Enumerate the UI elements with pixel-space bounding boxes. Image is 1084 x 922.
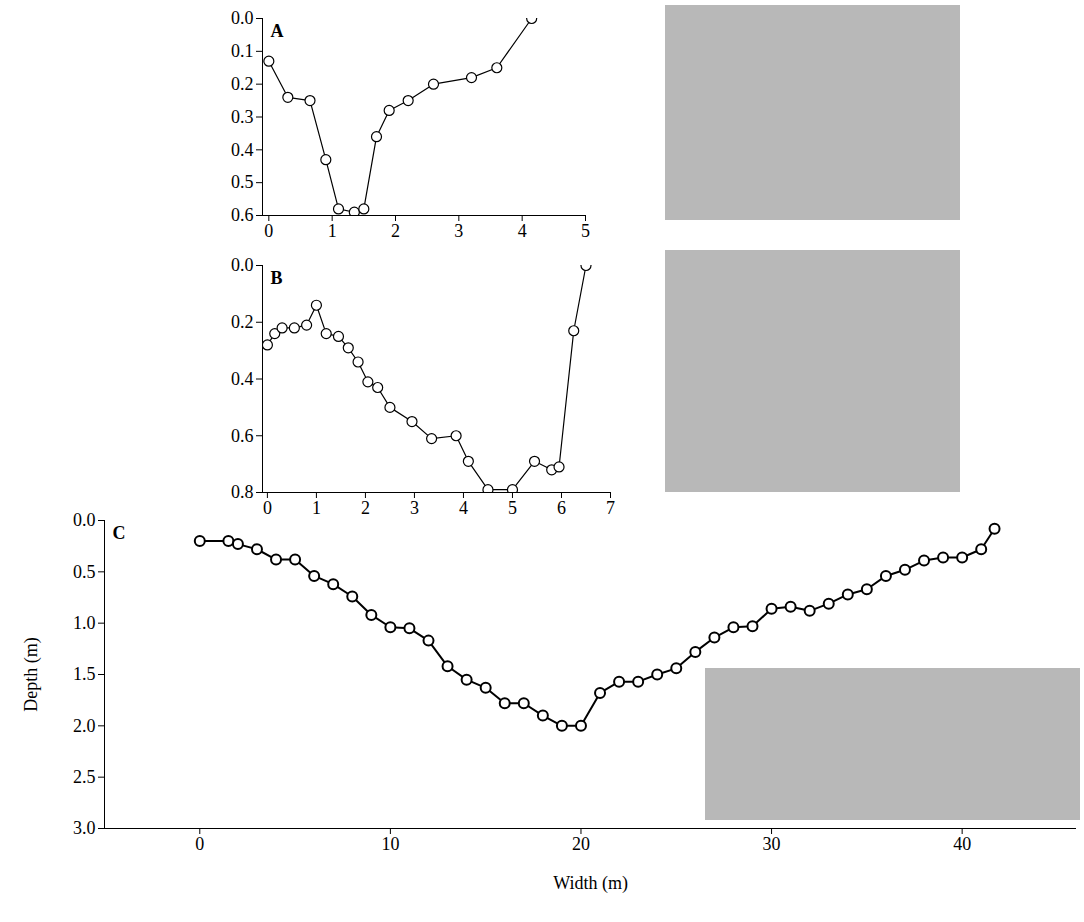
svg-text:0.5: 0.5	[231, 172, 254, 192]
svg-text:2: 2	[391, 221, 400, 241]
svg-text:A: A	[271, 21, 284, 41]
svg-text:2: 2	[361, 498, 370, 517]
svg-text:0.0: 0.0	[231, 8, 254, 28]
svg-text:0.0: 0.0	[231, 255, 254, 275]
svg-text:0.3: 0.3	[231, 107, 254, 127]
svg-text:3: 3	[410, 498, 419, 517]
svg-text:1: 1	[328, 221, 337, 241]
svg-text:0.5: 0.5	[73, 562, 96, 582]
svg-text:0.1: 0.1	[231, 41, 254, 61]
svg-text:Depth (m): Depth (m)	[21, 637, 42, 711]
svg-text:0.6: 0.6	[231, 426, 254, 446]
svg-text:0: 0	[263, 498, 272, 517]
svg-text:3.0: 3.0	[73, 818, 96, 838]
svg-text:7: 7	[606, 498, 615, 517]
svg-text:40: 40	[953, 834, 971, 854]
svg-text:0.2: 0.2	[231, 312, 254, 332]
svg-text:0.0: 0.0	[73, 510, 96, 530]
svg-text:10: 10	[381, 834, 399, 854]
svg-text:0.4: 0.4	[231, 369, 254, 389]
svg-text:4: 4	[459, 498, 468, 517]
svg-text:6: 6	[557, 498, 566, 517]
svg-text:1.0: 1.0	[73, 613, 96, 633]
svg-text:30: 30	[763, 834, 781, 854]
svg-text:0.8: 0.8	[231, 482, 254, 502]
svg-text:0: 0	[195, 834, 204, 854]
svg-text:0.6: 0.6	[231, 205, 254, 225]
svg-text:2.0: 2.0	[73, 716, 96, 736]
svg-text:0.4: 0.4	[231, 140, 254, 160]
svg-text:20: 20	[572, 834, 590, 854]
svg-text:C: C	[113, 523, 126, 543]
svg-text:1.5: 1.5	[73, 664, 96, 684]
svg-text:Width (m): Width (m)	[553, 873, 628, 894]
svg-text:1: 1	[312, 498, 321, 517]
svg-text:5: 5	[581, 221, 590, 241]
svg-text:4: 4	[518, 221, 527, 241]
svg-text:3: 3	[454, 221, 463, 241]
svg-text:B: B	[271, 268, 283, 288]
svg-text:5: 5	[508, 498, 517, 517]
svg-text:2.5: 2.5	[73, 767, 96, 787]
svg-text:0: 0	[264, 221, 273, 241]
svg-text:0.2: 0.2	[231, 74, 254, 94]
